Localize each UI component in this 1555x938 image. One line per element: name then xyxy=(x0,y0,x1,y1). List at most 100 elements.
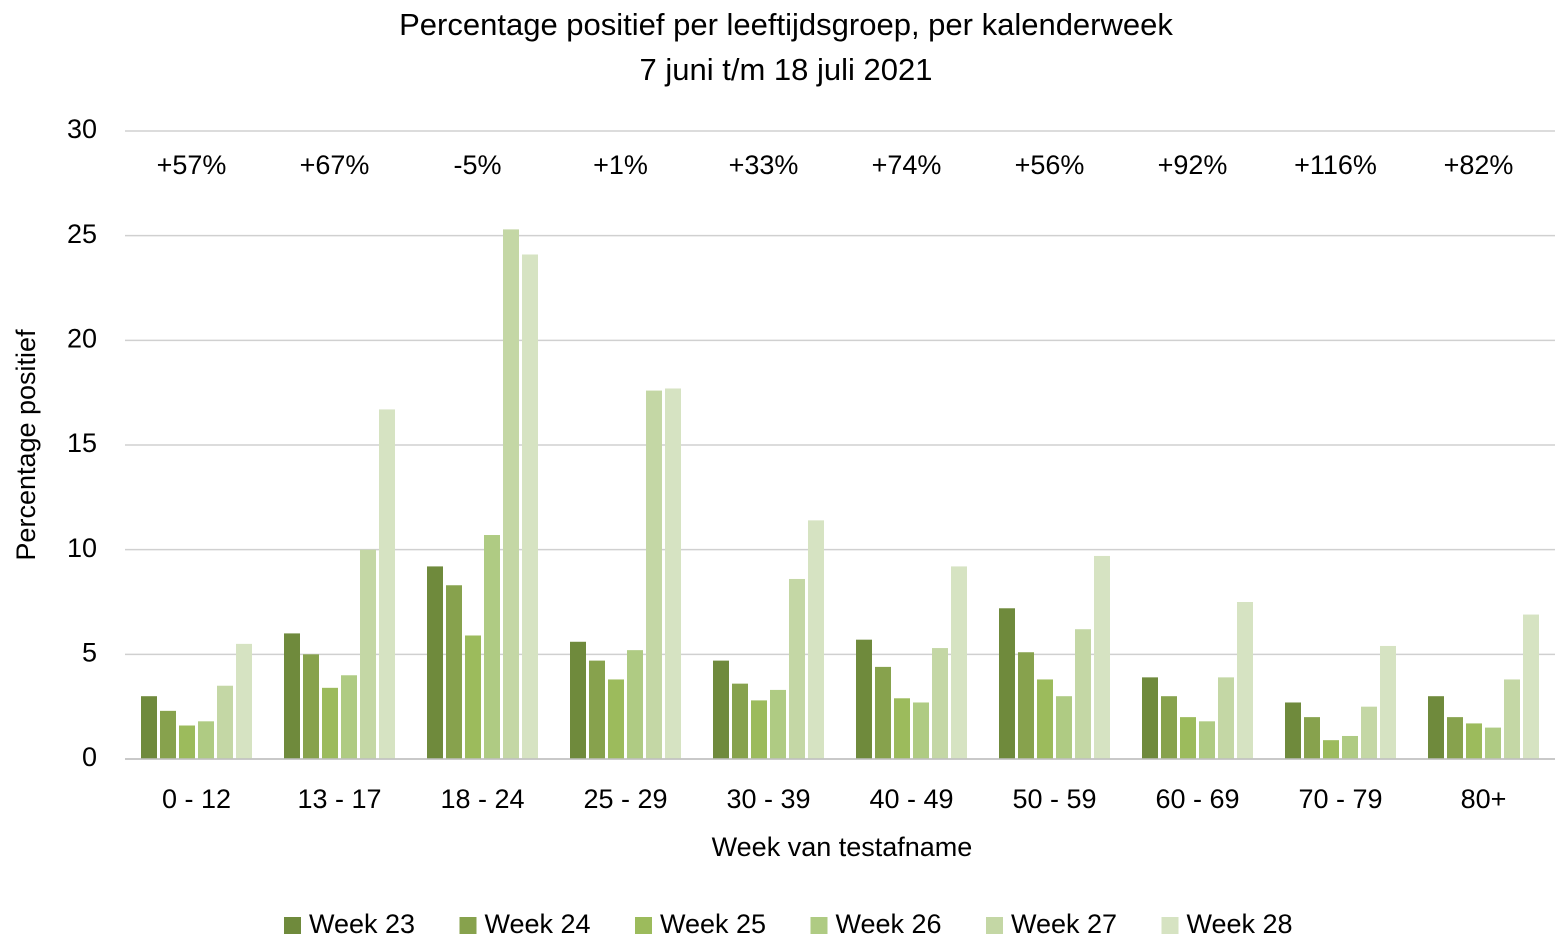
bar xyxy=(446,585,462,759)
bar xyxy=(141,696,157,759)
chart-title: Percentage positief per leeftijdsgroep, … xyxy=(399,7,1173,42)
bar xyxy=(999,608,1015,759)
x-tick-label: 30 - 39 xyxy=(726,784,810,814)
bar xyxy=(198,721,214,759)
bar xyxy=(808,520,824,759)
annotation: +82% xyxy=(1444,150,1514,180)
bar xyxy=(522,254,538,760)
bar xyxy=(770,689,786,759)
bar xyxy=(1447,717,1463,759)
annotation: +57% xyxy=(157,150,227,180)
bar xyxy=(1342,735,1358,759)
legend-swatch xyxy=(986,917,1003,934)
bar xyxy=(789,578,805,759)
bar xyxy=(751,700,767,759)
bar xyxy=(303,654,319,759)
legend-swatch xyxy=(459,917,477,934)
bar xyxy=(1466,723,1482,759)
bar xyxy=(1323,740,1339,759)
bar xyxy=(179,725,195,759)
x-tick-label: 18 - 24 xyxy=(440,784,524,814)
x-tick-label: 60 - 69 xyxy=(1155,784,1239,814)
bar xyxy=(1428,696,1444,759)
bar xyxy=(427,566,443,759)
bar xyxy=(379,409,395,759)
bar xyxy=(608,679,624,759)
bar xyxy=(1361,706,1377,759)
bar xyxy=(665,388,681,759)
legend-label: Week 26 xyxy=(836,909,942,938)
annotation: +33% xyxy=(729,150,799,180)
legend-swatch xyxy=(284,917,301,934)
bar xyxy=(1075,629,1091,759)
bar xyxy=(217,685,233,759)
y-tick-label: 20 xyxy=(67,323,97,353)
chart-subtitle: 7 juni t/m 18 juli 2021 xyxy=(640,52,933,87)
bar xyxy=(341,675,357,759)
annotation: +1% xyxy=(593,150,648,180)
annotation: +92% xyxy=(1158,150,1228,180)
x-tick-label: 50 - 59 xyxy=(1012,784,1096,814)
annotation: +116% xyxy=(1294,150,1377,180)
x-tick-label: 25 - 29 xyxy=(583,784,667,814)
bar xyxy=(160,710,176,759)
y-tick-label: 5 xyxy=(82,637,97,667)
bar xyxy=(484,535,500,759)
bar xyxy=(1180,717,1196,759)
bar xyxy=(322,687,338,759)
bar xyxy=(875,666,891,759)
x-tick-label: 13 - 17 xyxy=(297,784,381,814)
bar xyxy=(236,643,252,759)
bar xyxy=(1056,696,1072,759)
legend-label: Week 27 xyxy=(1011,909,1117,938)
legend-swatch xyxy=(1161,917,1179,934)
y-tick-label: 15 xyxy=(67,428,97,458)
bar xyxy=(856,639,872,759)
bar xyxy=(465,635,481,759)
x-tick-label: 40 - 49 xyxy=(869,784,953,814)
bar xyxy=(360,549,376,759)
bar xyxy=(570,641,586,759)
bar xyxy=(1285,702,1301,759)
legend-label: Week 25 xyxy=(660,909,766,938)
annotation: +56% xyxy=(1015,150,1085,180)
legend-swatch xyxy=(635,917,652,934)
legend-label: Week 24 xyxy=(485,909,591,938)
legend-label: Week 28 xyxy=(1187,909,1293,938)
bar xyxy=(894,698,910,759)
bar xyxy=(1018,652,1034,759)
bar xyxy=(1304,717,1320,759)
y-tick-label: 10 xyxy=(67,533,97,563)
y-tick-label: 25 xyxy=(67,219,97,249)
bar xyxy=(1094,555,1110,759)
bar xyxy=(951,566,967,759)
y-tick-label: 30 xyxy=(67,114,97,144)
bar xyxy=(732,683,748,759)
bar xyxy=(284,633,300,759)
bar xyxy=(713,660,729,759)
annotation: +67% xyxy=(300,150,370,180)
bar xyxy=(913,702,929,759)
x-tick-label: 70 - 79 xyxy=(1298,784,1382,814)
x-tick-label: 80+ xyxy=(1461,784,1507,814)
bar xyxy=(503,229,519,760)
y-tick-label: 0 xyxy=(82,742,97,772)
bar xyxy=(1504,679,1520,759)
bar xyxy=(1037,679,1053,759)
legend-swatch xyxy=(810,917,828,934)
bar xyxy=(1485,727,1501,759)
annotation: -5% xyxy=(453,150,501,180)
bar xyxy=(1237,602,1253,759)
x-axis-label: Week van testafname xyxy=(712,832,973,862)
annotation: +74% xyxy=(872,150,942,180)
bar xyxy=(1142,677,1158,759)
bar xyxy=(1161,696,1177,759)
bar xyxy=(589,660,605,759)
y-axis-label: Percentage positief xyxy=(11,329,41,561)
bar xyxy=(627,650,643,759)
x-tick-label: 0 - 12 xyxy=(162,784,231,814)
bar xyxy=(932,648,948,759)
bar xyxy=(1523,614,1539,759)
legend-label: Week 23 xyxy=(309,909,415,938)
